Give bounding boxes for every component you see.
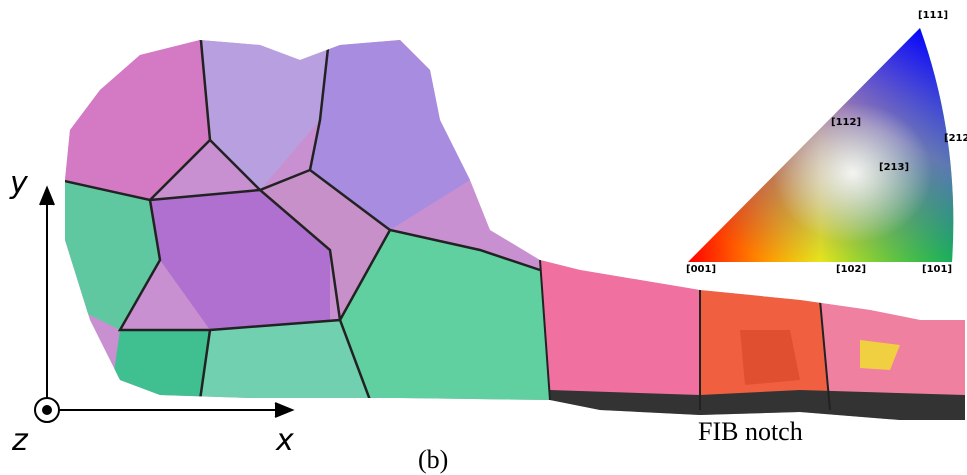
coordinate-axes xyxy=(34,185,295,423)
pole-label: [102] xyxy=(836,264,866,275)
axis-label: x xyxy=(275,423,294,458)
pole-label: [001] xyxy=(686,264,716,275)
panel-label: (b) xyxy=(418,445,448,474)
axis-label: z xyxy=(11,423,29,458)
pole-label: [213] xyxy=(879,162,909,173)
pole-label: [212] xyxy=(944,133,967,144)
ipf-legend xyxy=(688,28,954,262)
axis-label: y xyxy=(9,166,29,201)
annotation: FIB notch xyxy=(698,417,803,446)
pole-label: [112] xyxy=(831,117,861,128)
pole-label: [101] xyxy=(922,264,952,275)
pole-label: [111] xyxy=(918,10,948,21)
